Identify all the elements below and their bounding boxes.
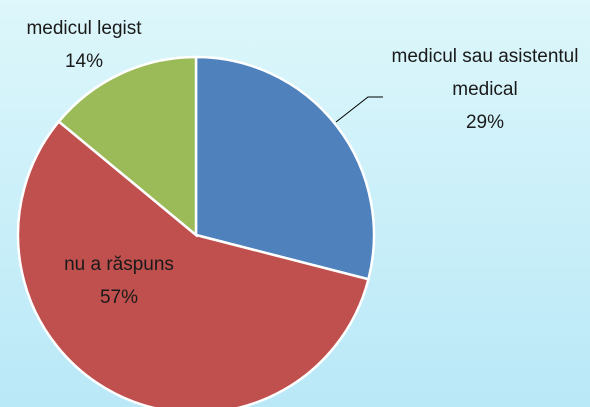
- category-label: medicul sau asistentul medical: [391, 46, 579, 100]
- pie-slice: [194, 55, 376, 281]
- leader-line: [335, 96, 383, 123]
- slice-label: nu a răspuns 57%: [24, 248, 214, 314]
- value-label: 57%: [99, 287, 139, 308]
- slice-label: medicul sau asistentul medical 29%: [385, 40, 585, 139]
- slice-label: medicul legist 14%: [0, 12, 174, 78]
- pie-slice: [57, 55, 198, 238]
- pie-slice: [16, 119, 370, 407]
- pie: [16, 55, 376, 407]
- category-label: medicul legist: [26, 18, 142, 39]
- value-label: 29%: [465, 112, 505, 133]
- value-label: 14%: [64, 51, 104, 72]
- category-label: nu a răspuns: [64, 254, 174, 275]
